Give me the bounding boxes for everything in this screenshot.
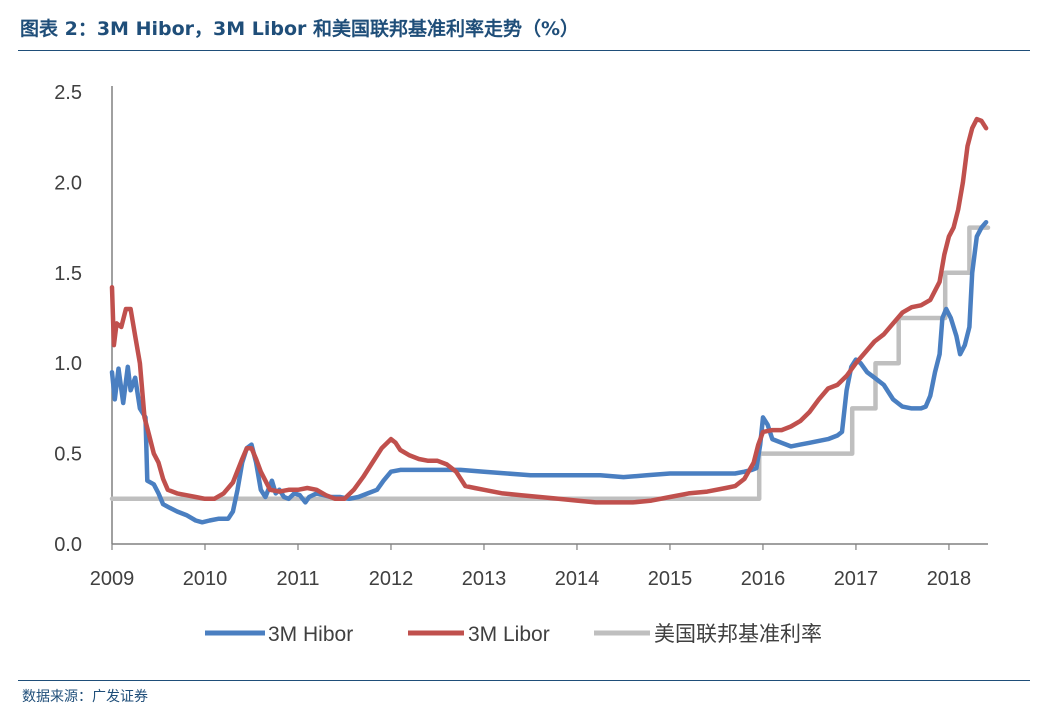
series-line-fed-rate xyxy=(109,225,991,502)
x-tick-label: 2013 xyxy=(462,568,507,590)
y-tick-label: 2.0 xyxy=(54,172,82,194)
legend-label: 美国联邦基准利率 xyxy=(654,623,822,646)
x-tick-label: 2009 xyxy=(90,568,135,590)
legend-label: 3M Hibor xyxy=(268,623,353,646)
series-line-libor xyxy=(109,116,989,505)
line-chart: 2009 2010 2011 2012 2013 2014 2015 2016 2017 2018… xyxy=(54,82,991,646)
x-tick-label: 2018 xyxy=(927,568,972,590)
chart-title: 图表 2：3M Hibor，3M Libor 和美国联邦基准利率走势（%） xyxy=(20,18,580,40)
y-tick-label: 1.0 xyxy=(54,353,82,375)
x-tick-label: 2012 xyxy=(369,568,414,590)
series-line-hibor xyxy=(109,219,989,525)
y-tick-label: 1.5 xyxy=(54,263,82,285)
x-tick-label: 2016 xyxy=(741,568,786,590)
x-tick-label: 2010 xyxy=(183,568,228,590)
y-tick-label: 0.0 xyxy=(54,534,82,556)
legend-label: 3M Libor xyxy=(468,623,550,646)
x-tick-label: 2011 xyxy=(276,568,319,590)
y-tick-label: 2.5 xyxy=(54,82,82,104)
x-tick-label: 2014 xyxy=(555,568,600,590)
x-tick-label: 2017 xyxy=(834,568,879,590)
x-tick-label: 2015 xyxy=(648,568,693,590)
source-note: 数据来源：广发证券 xyxy=(22,689,148,705)
y-tick-label: 0.5 xyxy=(54,444,82,466)
title-divider xyxy=(18,50,1030,51)
footer-divider xyxy=(18,680,1030,681)
